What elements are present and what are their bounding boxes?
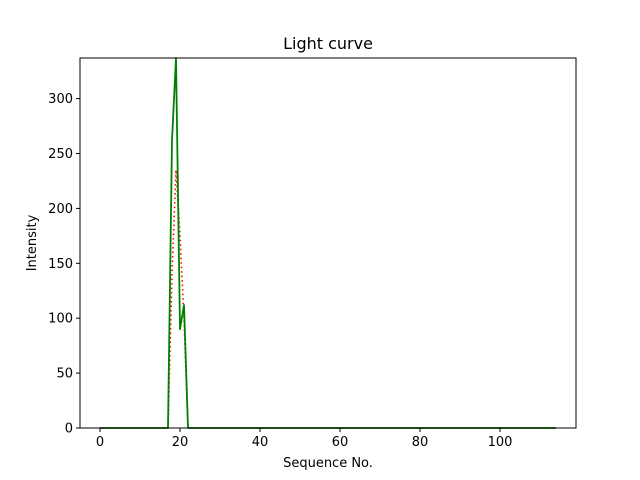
x-axis-title: Sequence No. xyxy=(283,456,373,471)
y-tick-label: 200 xyxy=(48,202,73,217)
x-tick-label: 100 xyxy=(488,435,513,450)
y-tick-label: 300 xyxy=(48,92,73,107)
x-tick-label: 60 xyxy=(332,435,349,450)
x-tick-label: 40 xyxy=(252,435,269,450)
axes-layer: 0 20 40 60 80 100 0 50 100 150 200 250 300 xyxy=(48,92,512,450)
y-tick-label: 100 xyxy=(48,312,73,327)
plot-frame xyxy=(79,57,577,429)
x-tick-label: 80 xyxy=(412,435,429,450)
x-tick-label: 20 xyxy=(172,435,189,450)
y-tick-label: 0 xyxy=(65,422,73,437)
x-tick-label: 0 xyxy=(96,435,104,450)
y-axis-title: Intensity xyxy=(25,214,40,271)
y-tick-label: 250 xyxy=(48,147,73,162)
series-line-solid xyxy=(100,57,556,429)
chart-title: Light curve xyxy=(283,34,373,53)
y-tick-label: 150 xyxy=(48,257,73,272)
y-tick-label: 50 xyxy=(56,367,73,382)
series-layer xyxy=(100,57,556,429)
